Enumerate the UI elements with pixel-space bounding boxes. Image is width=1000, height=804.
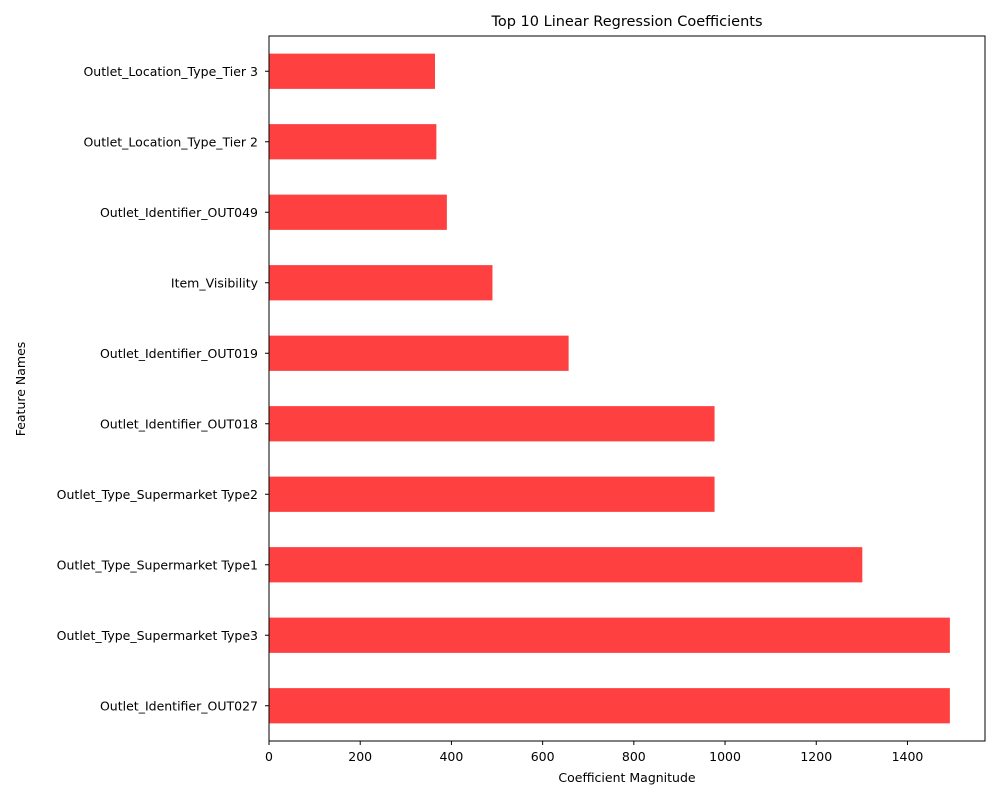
y-tick-label: Outlet_Identifier_OUT049 [100,205,258,220]
bar [269,617,950,653]
axes-layer: Outlet_Identifier_OUT027 Outlet_Type_Supe… [57,35,986,764]
y-axis-label: Feature Names [13,342,28,437]
y-tick-label: Outlet_Type_Supermarket Type2 [57,487,258,502]
x-tick-label: 200 [348,749,372,764]
bar [269,53,436,89]
x-tick-label: 0 [265,749,273,764]
bar [269,194,447,230]
bar [269,688,950,724]
y-tick-label: Outlet_Identifier_OUT027 [100,698,258,713]
bars-layer [269,53,950,724]
y-tick-label: Outlet_Location_Type_Tier 3 [83,64,258,79]
chart-title: Top 10 Linear Regression Coefficients [490,14,762,30]
x-tick-label: 1000 [709,749,741,764]
y-tick-label: Outlet_Type_Supermarket Type3 [57,628,258,643]
x-tick-label: 1400 [892,749,924,764]
y-tick-label: Outlet_Identifier_OUT019 [100,346,258,361]
bar [269,406,715,442]
x-tick-label: 1200 [800,749,832,764]
bar [269,476,715,512]
plot-frame [268,35,986,742]
x-axis-label: Coefficient Magnitude [558,770,696,785]
x-tick-label: 400 [439,749,463,764]
x-tick-label: 800 [622,749,646,764]
y-tick-label: Item_Visibility [171,275,259,290]
bar [269,335,569,371]
bar [269,265,493,301]
bar [269,124,437,160]
bar [269,547,863,583]
x-tick-label: 600 [531,749,555,764]
y-tick-label: Outlet_Type_Supermarket Type1 [57,557,258,572]
y-tick-label: Outlet_Identifier_OUT018 [100,416,258,431]
y-tick-label: Outlet_Location_Type_Tier 2 [83,134,258,149]
